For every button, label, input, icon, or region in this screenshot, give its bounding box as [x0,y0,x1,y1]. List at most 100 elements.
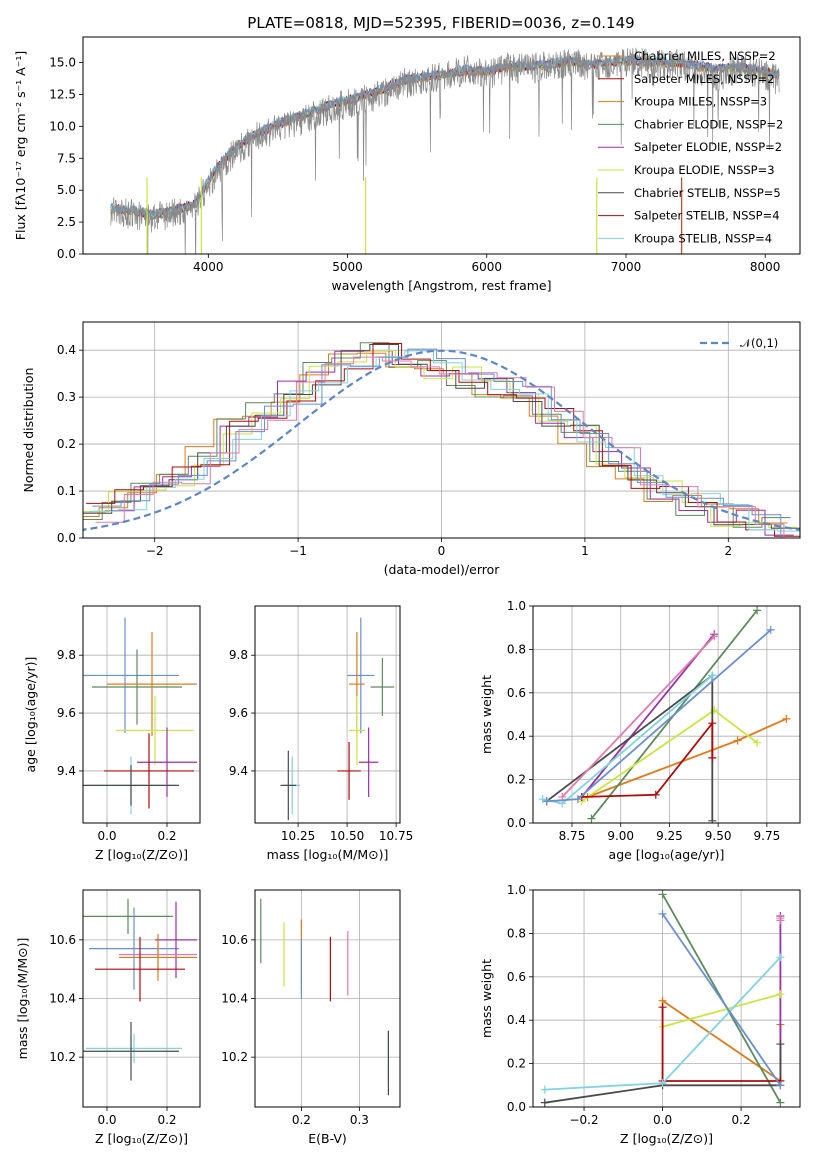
weight-line [581,720,714,798]
y-tick-label: 10.2 [221,1050,248,1064]
y-tick-label: 10.4 [49,992,76,1006]
x-tick-label: 10.25 [281,829,315,843]
x-tick-label: 0.2 [292,1113,311,1127]
chart-title: PLATE=0818, MJD=52395, FIBERID=0036, z=0… [247,14,634,32]
legend-label: Chabrier MILES, NSSP=2 [634,49,776,63]
weight-point-marker [753,738,762,747]
error-bars [83,617,197,815]
legend-label: Salpeter ELODIE, NSSP=2 [634,140,782,154]
spectrum-curves [110,47,780,254]
legend-label: Kroupa STELIB, NSSP=4 [634,231,772,245]
weight-point-marker [538,795,547,804]
x-tick-label: 9.25 [656,829,683,843]
y-axis-label: mass weight [479,959,494,1038]
weight-point-marker [776,914,785,923]
x-tick-label: 4000 [193,260,224,274]
y-tick-label: 12.5 [49,87,76,101]
normal-distribution-curve [83,349,800,531]
panel-spectrum: 4000 5000 6000 7000 8000 0.0 2.5 5.0 7.5 10.0 12.5… [13,14,801,293]
panel-weight-vs-age: 8.75 9.00 9.25 9.50 9.75 0.0 0.2 0.4 0.6 0.8 1.0 ag… [479,599,801,862]
error-bars [280,617,395,821]
weight-point-marker [776,1098,785,1107]
x-tick-label: 0.3 [350,1113,369,1127]
error-bars [260,898,389,1096]
y-tick-label: 5.0 [57,183,76,197]
weight-line [544,1044,782,1104]
x-tick-label: 0.2 [157,1113,176,1127]
x-tick-label: 0 [438,544,446,558]
weight-point-marker [587,814,596,823]
y-axis-label: Normed distribution [21,368,36,493]
residual-histogram-step [83,350,797,528]
axes-frame [254,889,401,1108]
weight-point-marker [753,606,762,615]
x-tick-label: 0.2 [157,829,176,843]
weight-point-marker [776,1081,785,1090]
y-tick-label: 0.0 [57,247,76,261]
residual-histogram-step [83,352,788,524]
weight-point-marker [658,1079,667,1088]
y-tick-label: 1.0 [507,883,526,897]
weight-point-marker [542,797,551,806]
weight-point-marker [658,890,667,899]
weight-point-marker [658,1003,667,1012]
y-tick-label: 0.2 [57,437,76,451]
x-axis-label: E(B-V) [308,1131,347,1146]
weight-point-marker [573,795,582,804]
weight-line [581,633,715,798]
x-axis-label: Z [log₁₀(Z/Z⊙)] [95,1131,188,1146]
y-tick-label: 9.8 [57,648,76,662]
weight-point-marker [708,753,717,762]
y-tick-label: 0.8 [507,642,526,656]
panel-mass-vs-ebv: 0.2 0.3 10.2 10.4 10.6 E(B-V) [221,889,401,1146]
weight-point-marker [708,719,717,728]
panel-age-vs-mass: 10.25 10.50 10.75 9.4 9.6 9.8 mass [log₁₀(M/M⊙… [229,605,413,862]
x-tick-label: 10.75 [379,829,413,843]
x-tick-label: 0.0 [97,829,116,843]
y-axis-label: age [log₁₀(age/yr)] [23,657,38,773]
y-tick-label: 0.1 [57,484,76,498]
x-axis-label: Z [log₁₀(Z/Z⊙)] [95,847,188,862]
weight-point-marker [766,625,775,634]
x-tick-label: 1 [581,544,589,558]
weight-point-marker [540,1085,549,1094]
y-tick-label: 0.0 [507,816,526,830]
panel-mass-vs-z: 0.0 0.2 10.2 10.4 10.6 Z [log₁₀(Z/Z⊙)] mass [l… [15,889,201,1146]
y-tick-label: 9.4 [229,764,248,778]
legend: Chabrier MILES, NSSP=2 Salpeter MILES, NS… [598,49,783,245]
axes-frame [82,36,801,255]
y-tick-label: 0.8 [507,926,526,940]
residual-histogram-step [92,348,800,538]
weight-point-marker [776,953,785,962]
weight-point-marker [708,671,717,680]
x-tick-label: 0.2 [732,1113,751,1127]
panel-age-vs-z: 0.0 0.2 9.4 9.6 9.8 Z [log₁₀(Z/Z⊙)] age [log₁₀… [23,605,201,862]
y-tick-label: 9.6 [229,706,248,720]
y-axis-label: mass weight [479,675,494,754]
weight-line [661,913,782,1086]
y-tick-label: 15.0 [49,56,76,70]
x-tick-label: −1 [289,544,307,558]
x-tick-label: 9.00 [607,829,634,843]
axes-frame [254,605,401,824]
x-tick-label: 8000 [750,260,781,274]
y-tick-label: 7.5 [57,151,76,165]
x-tick-label: 10.50 [330,829,364,843]
legend-label: Salpeter STELIB, NSSP=4 [634,209,780,223]
axes-frame [82,889,201,1108]
residual-histogram-step [95,356,800,538]
y-tick-label: 0.4 [507,729,526,743]
y-tick-label: 0.4 [57,343,76,357]
weight-point-marker [658,909,667,918]
x-tick-label: 9.75 [754,829,781,843]
y-tick-label: 0.3 [57,390,76,404]
legend-label: Kroupa MILES, NSSP=3 [634,95,767,109]
y-tick-label: 10.4 [221,992,248,1006]
panel-residuals: −2 −1 0 1 2 0.0 0.1 0.2 0.3 0.4 (data-model)/error… [21,321,801,577]
x-axis-label: age [log₁₀(age/yr)] [609,847,725,862]
y-tick-label: 10.2 [49,1050,76,1064]
y-tick-label: 9.6 [57,706,76,720]
weight-line [662,993,781,1028]
legend-label: Chabrier ELODIE, NSSP=2 [634,117,783,131]
